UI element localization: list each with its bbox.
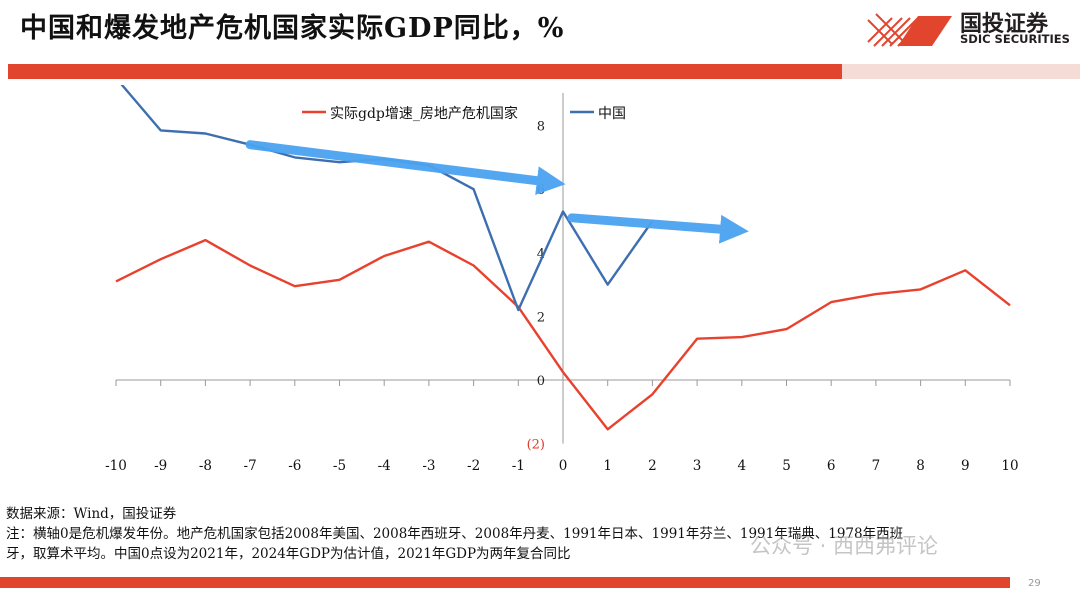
x-tick-label: -6 bbox=[288, 458, 301, 474]
watermark-text: 公众号 · 西西弗评论 bbox=[750, 534, 939, 558]
x-tick-label: -8 bbox=[199, 458, 212, 474]
x-tick-label: -10 bbox=[105, 458, 127, 474]
x-tick-label: 6 bbox=[827, 458, 836, 474]
note-line-1: 注：横轴0是危机爆发年份。地产危机国家包括2008年美国、2008年西班牙、20… bbox=[6, 526, 904, 542]
x-tick-label: -2 bbox=[467, 458, 480, 474]
x-tick-label: 5 bbox=[782, 458, 791, 474]
x-tick-label: -9 bbox=[154, 458, 167, 474]
y-tick-label: (2) bbox=[527, 438, 545, 453]
logo-name: 国投证券 bbox=[960, 12, 1049, 37]
x-tick-label: -3 bbox=[422, 458, 435, 474]
logo-english-name: SDIC SECURITIES bbox=[960, 32, 1070, 46]
x-tick-label: -7 bbox=[244, 458, 257, 474]
x-tick-label: 0 bbox=[559, 458, 568, 474]
chart-legend: 实际gdp增速_房地产危机国家 中国 bbox=[302, 105, 626, 122]
x-tick-label: 10 bbox=[1001, 458, 1018, 474]
logo-mark-icon bbox=[867, 13, 952, 47]
source-text: 数据来源：Wind，国投证券 bbox=[6, 506, 177, 522]
x-tick-label: -5 bbox=[333, 458, 346, 474]
watermark: 公众号 · 西西弗评论 bbox=[722, 530, 938, 560]
legend-label-china: 中国 bbox=[598, 106, 626, 122]
y-tick-label: 0 bbox=[537, 374, 545, 389]
y-tick-label: 8 bbox=[537, 120, 545, 135]
y-tick-label: 4 bbox=[537, 247, 545, 262]
company-logo: 国投证券 SDIC SECURITIES bbox=[864, 2, 1078, 50]
title-divider-bar-fade bbox=[842, 64, 1080, 79]
x-tick-label: 4 bbox=[738, 458, 747, 474]
x-tick-label: 9 bbox=[961, 458, 970, 474]
title-divider-bar bbox=[8, 64, 842, 79]
page-title: 中国和爆发地产危机国家实际GDP同比，% bbox=[20, 13, 565, 44]
x-tick-label: 7 bbox=[872, 458, 881, 474]
footer-bar bbox=[0, 577, 1010, 588]
chart-notes: 数据来源：Wind，国投证券 注：横轴0是危机爆发年份。地产危机国家包括2008… bbox=[6, 504, 1076, 564]
x-tick-label: 8 bbox=[916, 458, 925, 474]
x-tick-label: -4 bbox=[378, 458, 391, 474]
x-tick-label: 3 bbox=[693, 458, 702, 474]
x-tick-label: 2 bbox=[648, 458, 657, 474]
x-tick-label: -1 bbox=[512, 458, 525, 474]
legend-label-crisis: 实际gdp增速_房地产危机国家 bbox=[330, 105, 518, 122]
series-line-crisis-countries bbox=[115, 238, 1011, 431]
trend-arrow-1 bbox=[245, 140, 566, 195]
x-tick-label: 1 bbox=[603, 458, 612, 474]
note-line-2: 牙，取算术平均。中国0点设为2021年，2024年GDP为估计值，2021年GD… bbox=[6, 546, 571, 562]
y-tick-label: 2 bbox=[537, 310, 545, 325]
trend-arrow-2 bbox=[567, 213, 749, 244]
page-number: 29 bbox=[1028, 578, 1041, 589]
